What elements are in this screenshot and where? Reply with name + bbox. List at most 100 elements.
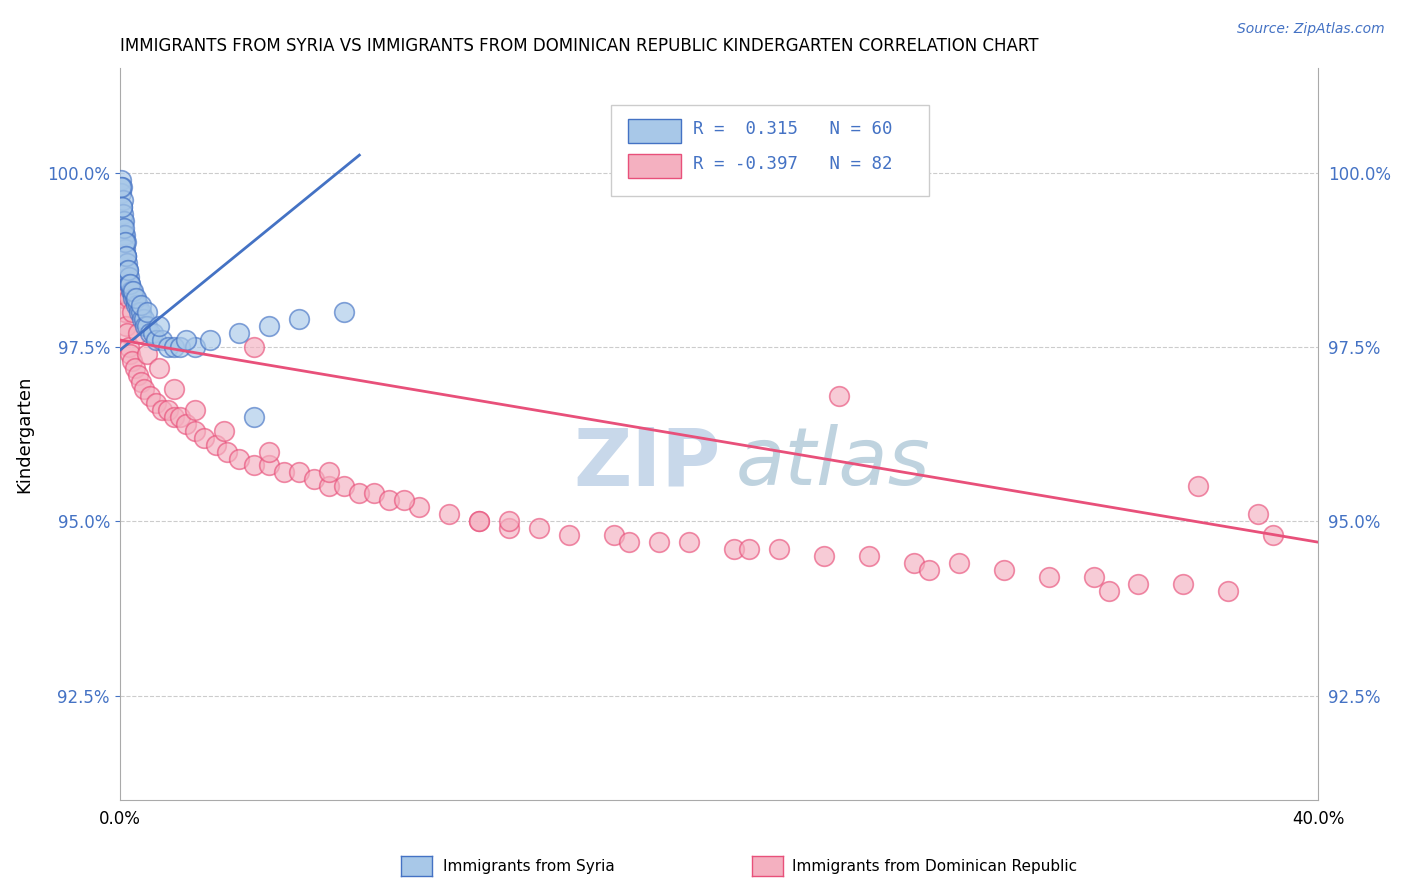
Point bbox=[1218, 584, 1240, 599]
Point bbox=[304, 472, 326, 486]
Point bbox=[813, 549, 835, 563]
Point bbox=[117, 277, 139, 292]
FancyBboxPatch shape bbox=[628, 154, 681, 178]
Point bbox=[193, 431, 215, 445]
Point bbox=[439, 508, 461, 522]
Point bbox=[558, 528, 581, 542]
Point bbox=[145, 333, 167, 347]
Point bbox=[111, 270, 134, 285]
Point bbox=[1038, 570, 1060, 584]
Point bbox=[858, 549, 880, 563]
Point bbox=[112, 228, 135, 243]
Point bbox=[132, 312, 155, 326]
Point bbox=[112, 221, 135, 235]
Point bbox=[122, 291, 145, 305]
Point bbox=[174, 333, 197, 347]
Point bbox=[993, 563, 1015, 577]
Point bbox=[115, 256, 138, 270]
Point bbox=[318, 479, 340, 493]
Point bbox=[148, 360, 170, 375]
Point bbox=[120, 347, 142, 361]
Point bbox=[122, 284, 145, 298]
Point bbox=[110, 172, 132, 186]
Text: Source: ZipAtlas.com: Source: ZipAtlas.com bbox=[1237, 22, 1385, 37]
Point bbox=[1097, 584, 1119, 599]
Point bbox=[112, 249, 135, 263]
Point bbox=[117, 291, 139, 305]
Point bbox=[156, 402, 179, 417]
Text: atlas: atlas bbox=[735, 425, 931, 502]
Point bbox=[121, 305, 143, 319]
Point bbox=[288, 312, 311, 326]
Point bbox=[111, 228, 134, 243]
Point bbox=[150, 333, 173, 347]
Point bbox=[903, 556, 925, 570]
Point bbox=[150, 402, 173, 417]
Point bbox=[110, 249, 132, 263]
Point bbox=[162, 340, 184, 354]
Point bbox=[288, 466, 311, 480]
Point bbox=[1187, 479, 1209, 493]
Point bbox=[111, 179, 134, 194]
Point bbox=[135, 347, 157, 361]
Point bbox=[115, 263, 138, 277]
Point bbox=[169, 409, 191, 424]
Point bbox=[114, 305, 136, 319]
Point bbox=[114, 249, 136, 263]
Point bbox=[129, 375, 152, 389]
Point bbox=[394, 493, 416, 508]
Point bbox=[120, 284, 142, 298]
Point bbox=[738, 542, 761, 557]
Point bbox=[1173, 577, 1195, 591]
Point bbox=[135, 305, 157, 319]
Point bbox=[117, 263, 139, 277]
Point bbox=[1128, 577, 1150, 591]
Point bbox=[174, 417, 197, 431]
Point bbox=[128, 305, 150, 319]
Point bbox=[135, 318, 157, 333]
Point bbox=[217, 444, 239, 458]
Point bbox=[183, 340, 205, 354]
Point bbox=[115, 249, 138, 263]
Point bbox=[214, 424, 236, 438]
Point bbox=[114, 228, 136, 243]
Point bbox=[117, 263, 139, 277]
Point bbox=[723, 542, 745, 557]
Text: R = -0.397   N = 82: R = -0.397 N = 82 bbox=[693, 155, 891, 173]
Point bbox=[648, 535, 671, 549]
Point bbox=[156, 340, 179, 354]
Point bbox=[169, 340, 191, 354]
Point bbox=[828, 389, 851, 403]
Point bbox=[129, 298, 152, 312]
Point bbox=[145, 395, 167, 409]
Text: IMMIGRANTS FROM SYRIA VS IMMIGRANTS FROM DOMINICAN REPUBLIC KINDERGARTEN CORRELA: IMMIGRANTS FROM SYRIA VS IMMIGRANTS FROM… bbox=[120, 37, 1038, 55]
Point bbox=[142, 326, 165, 340]
Point bbox=[183, 424, 205, 438]
Point bbox=[112, 291, 135, 305]
FancyBboxPatch shape bbox=[628, 120, 681, 143]
Point bbox=[1083, 570, 1105, 584]
Point bbox=[333, 479, 356, 493]
Point bbox=[183, 402, 205, 417]
Point bbox=[121, 354, 143, 368]
Point bbox=[117, 340, 139, 354]
Point bbox=[115, 326, 138, 340]
Point bbox=[918, 563, 941, 577]
Point bbox=[468, 514, 491, 528]
Text: Immigrants from Dominican Republic: Immigrants from Dominican Republic bbox=[792, 859, 1077, 873]
Point bbox=[333, 305, 356, 319]
Point bbox=[259, 444, 281, 458]
Point bbox=[111, 194, 134, 208]
Point bbox=[112, 214, 135, 228]
Point bbox=[111, 201, 134, 215]
Point bbox=[110, 186, 132, 201]
Point bbox=[363, 486, 385, 500]
Point bbox=[117, 270, 139, 285]
Point bbox=[127, 368, 149, 382]
Text: R =  0.315   N = 60: R = 0.315 N = 60 bbox=[693, 120, 891, 137]
Point bbox=[115, 249, 138, 263]
Point bbox=[125, 291, 148, 305]
Point bbox=[498, 521, 520, 535]
Point bbox=[125, 298, 148, 312]
Point bbox=[1263, 528, 1285, 542]
